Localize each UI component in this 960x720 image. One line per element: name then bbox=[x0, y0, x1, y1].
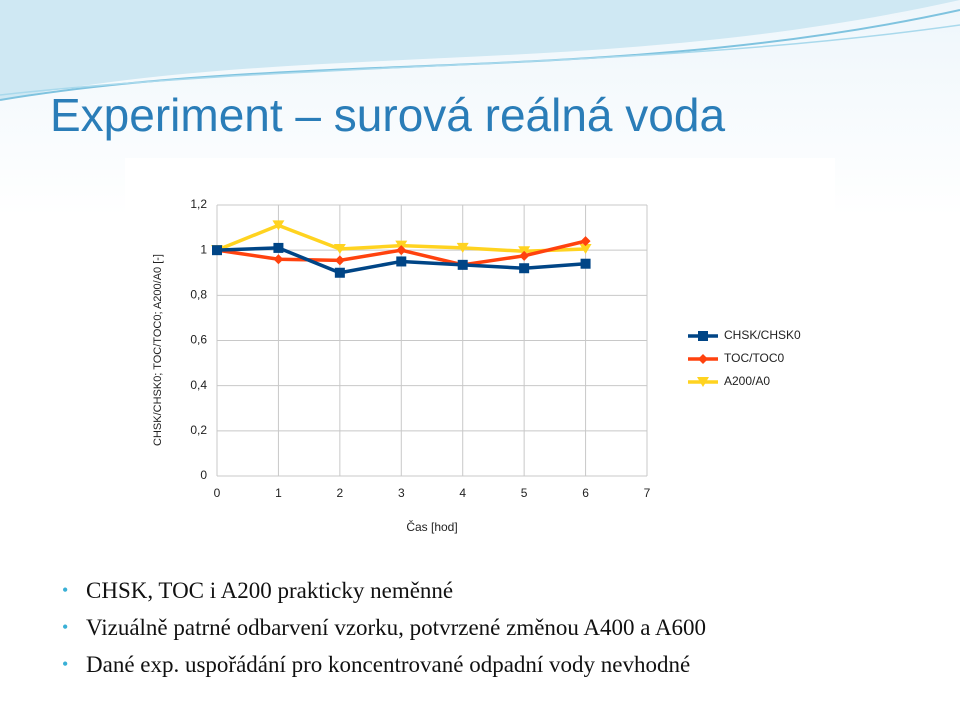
marker bbox=[334, 267, 345, 278]
marker bbox=[580, 236, 591, 247]
y-tick-label: 1 bbox=[200, 242, 207, 256]
legend-marker bbox=[698, 331, 708, 341]
y-tick-label: 1,2 bbox=[190, 197, 207, 211]
marker bbox=[273, 242, 284, 253]
x-tick-label: 6 bbox=[582, 486, 589, 500]
y-tick-label: 0,4 bbox=[190, 378, 207, 392]
marker bbox=[334, 255, 345, 266]
chart: CHSK/CHSK0; TOC/TOC0; A200/A0 [-] Čas [h… bbox=[125, 158, 835, 560]
x-axis-label: Čas [hod] bbox=[406, 519, 457, 534]
x-tick-label: 2 bbox=[337, 486, 344, 500]
y-tick-label: 0 bbox=[200, 468, 207, 482]
x-tick-label: 7 bbox=[644, 486, 651, 500]
x-tick-label: 0 bbox=[214, 486, 221, 500]
marker bbox=[519, 250, 530, 261]
marker bbox=[456, 242, 469, 253]
bullet: Vizuálně patrné odbarvení vzorku, potvrz… bbox=[62, 615, 706, 652]
marker bbox=[580, 258, 591, 269]
marker bbox=[272, 220, 285, 231]
decor-wave bbox=[0, 0, 960, 101]
x-tick-label: 5 bbox=[521, 486, 528, 500]
marker bbox=[273, 254, 284, 265]
x-tick-label: 1 bbox=[275, 486, 282, 500]
legend-label: TOC/TOC0 bbox=[724, 351, 785, 365]
marker bbox=[396, 256, 407, 267]
legend-label: A200/A0 bbox=[724, 374, 770, 388]
bullet-list: CHSK, TOC i A200 prakticky neměnnéVizuál… bbox=[62, 578, 706, 689]
x-tick-label: 3 bbox=[398, 486, 405, 500]
marker bbox=[396, 245, 407, 256]
marker bbox=[519, 263, 530, 274]
y-axis-label: CHSK/CHSK0; TOC/TOC0; A200/A0 [-] bbox=[152, 254, 164, 446]
marker bbox=[457, 259, 468, 270]
slide-title: Experiment – surová reálná voda bbox=[50, 89, 726, 141]
marker bbox=[333, 244, 346, 255]
y-tick-label: 0,8 bbox=[190, 288, 207, 302]
y-tick-label: 0,6 bbox=[190, 333, 207, 347]
legend-label: CHSK/CHSK0 bbox=[724, 328, 801, 342]
bullet: CHSK, TOC i A200 prakticky neměnné bbox=[62, 578, 706, 615]
legend-marker bbox=[698, 354, 708, 364]
marker bbox=[212, 245, 222, 256]
y-tick-label: 0,2 bbox=[190, 423, 207, 437]
x-tick-label: 4 bbox=[459, 486, 466, 500]
legend-marker bbox=[697, 377, 709, 387]
marker bbox=[579, 244, 592, 255]
bullet: Dané exp. uspořádání pro koncentrované o… bbox=[62, 652, 706, 689]
